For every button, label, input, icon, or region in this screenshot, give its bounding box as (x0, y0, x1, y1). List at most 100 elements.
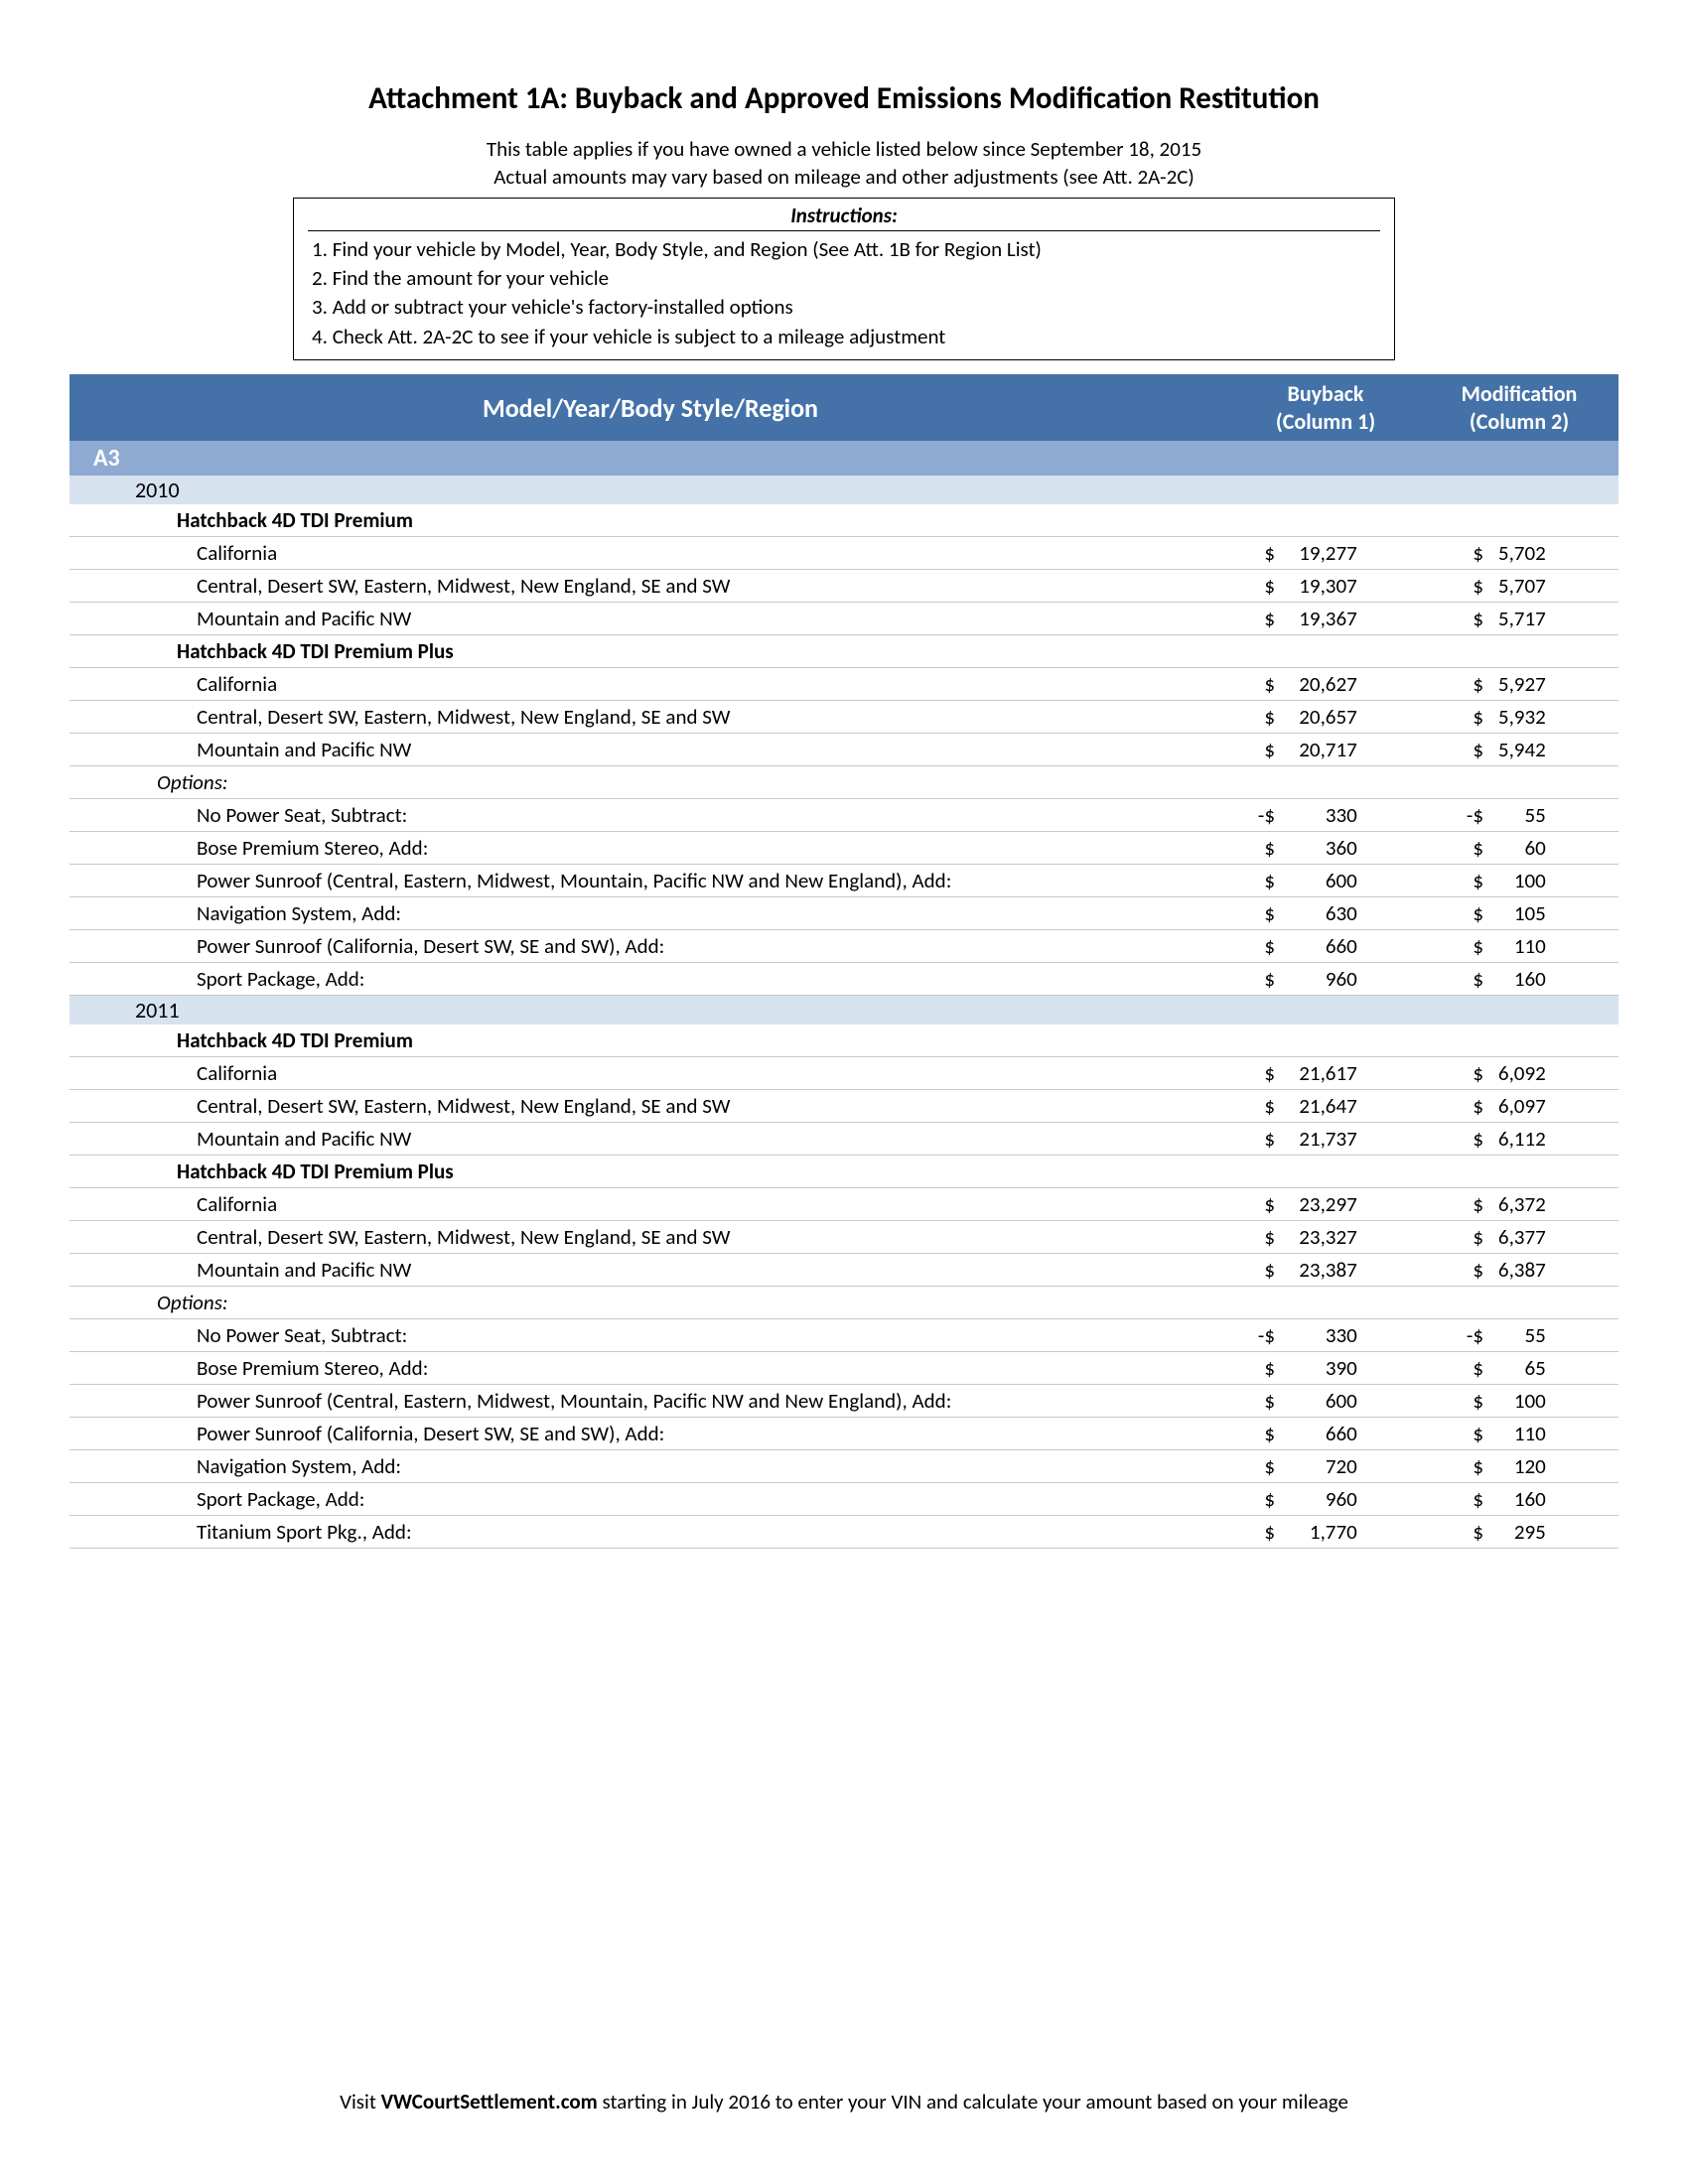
year-label: 2011 (70, 996, 1618, 1025)
region-row: California$ 21,617$ 6,092 (70, 1057, 1618, 1090)
instructions-title: Instructions: (308, 203, 1380, 231)
body-style-row: Hatchback 4D TDI Premium Plus (70, 1156, 1618, 1188)
region-label: California (70, 668, 1231, 701)
amount-modification: $ 6,097 (1420, 1090, 1618, 1123)
subtitle-block: This table applies if you have owned a v… (70, 135, 1618, 192)
body-style-label: Hatchback 4D TDI Premium Plus (70, 635, 1618, 668)
amount-buyback: $ 630 (1231, 897, 1420, 930)
option-label: Bose Premium Stereo, Add: (70, 832, 1231, 865)
header-mod-l1: Modification (1462, 380, 1578, 407)
amount-modification: $ 5,927 (1420, 668, 1618, 701)
amount-modification: $ 5,707 (1420, 570, 1618, 603)
amount-buyback: $ 660 (1231, 930, 1420, 963)
region-row: Mountain and Pacific NW$ 21,737$ 6,112 (70, 1123, 1618, 1156)
amount-buyback: $ 19,367 (1231, 603, 1420, 635)
amount-buyback: $ 19,277 (1231, 537, 1420, 570)
option-row: Titanium Sport Pkg., Add:$ 1,770$ 295 (70, 1516, 1618, 1549)
amount-buyback: $ 960 (1231, 1483, 1420, 1516)
header-mod-l2: (Column 2) (1470, 408, 1569, 435)
region-label: Central, Desert SW, Eastern, Midwest, Ne… (70, 570, 1231, 603)
amount-buyback: $ 20,627 (1231, 668, 1420, 701)
amount-modification: $ 295 (1420, 1516, 1618, 1549)
model-row: A3 (70, 441, 1618, 476)
amount-buyback: $ 21,617 (1231, 1057, 1420, 1090)
table-header-row: Model/Year/Body Style/Region Buyback (Co… (70, 374, 1618, 441)
region-label: Mountain and Pacific NW (70, 1123, 1231, 1156)
region-label: Central, Desert SW, Eastern, Midwest, Ne… (70, 701, 1231, 734)
region-label: Mountain and Pacific NW (70, 734, 1231, 766)
region-row: Central, Desert SW, Eastern, Midwest, Ne… (70, 1221, 1618, 1254)
page-title: Attachment 1A: Buyback and Approved Emis… (70, 79, 1618, 117)
body-style-row: Hatchback 4D TDI Premium (70, 504, 1618, 537)
option-label: No Power Seat, Subtract: (70, 1319, 1231, 1352)
region-row: Central, Desert SW, Eastern, Midwest, Ne… (70, 570, 1618, 603)
options-label: Options: (70, 1287, 1618, 1319)
subtitle-line-2: Actual amounts may vary based on mileage… (70, 163, 1618, 191)
amount-buyback: $ 19,307 (1231, 570, 1420, 603)
footer-site: VWCourtSettlement.com (381, 2089, 598, 2115)
amount-buyback: $ 20,657 (1231, 701, 1420, 734)
option-row: Power Sunroof (Central, Eastern, Midwest… (70, 865, 1618, 897)
amount-buyback: $ 360 (1231, 832, 1420, 865)
region-row: Mountain and Pacific NW$ 23,387$ 6,387 (70, 1254, 1618, 1287)
region-label: Mountain and Pacific NW (70, 1254, 1231, 1287)
model-label: A3 (70, 441, 1618, 476)
amount-modification: $ 160 (1420, 963, 1618, 996)
header-modification: Modification (Column 2) (1420, 374, 1618, 441)
option-label: Navigation System, Add: (70, 1450, 1231, 1483)
option-row: Navigation System, Add:$ 630$ 105 (70, 897, 1618, 930)
amount-buyback: $ 600 (1231, 865, 1420, 897)
amount-modification: $ 105 (1420, 897, 1618, 930)
amount-buyback: $ 21,737 (1231, 1123, 1420, 1156)
amount-modification: $ 5,942 (1420, 734, 1618, 766)
amount-modification: $ 65 (1420, 1352, 1618, 1385)
year-row: 2010 (70, 476, 1618, 504)
region-row: California$ 23,297$ 6,372 (70, 1188, 1618, 1221)
option-label: Power Sunroof (California, Desert SW, SE… (70, 930, 1231, 963)
header-buyback-l1: Buyback (1288, 380, 1364, 407)
body-style-row: Hatchback 4D TDI Premium (70, 1024, 1618, 1057)
table-body: A32010Hatchback 4D TDI PremiumCalifornia… (70, 441, 1618, 1549)
instruction-item: 1. Find your vehicle by Model, Year, Bod… (312, 235, 1380, 264)
amount-modification: $ 6,387 (1420, 1254, 1618, 1287)
region-row: Mountain and Pacific NW$ 20,717$ 5,942 (70, 734, 1618, 766)
amount-modification: $ 100 (1420, 865, 1618, 897)
region-row: Central, Desert SW, Eastern, Midwest, Ne… (70, 1090, 1618, 1123)
amount-buyback: $ 600 (1231, 1385, 1420, 1418)
amount-modification: -$ 55 (1420, 1319, 1618, 1352)
instructions-list: 1. Find your vehicle by Model, Year, Bod… (308, 235, 1380, 352)
region-row: Central, Desert SW, Eastern, Midwest, Ne… (70, 701, 1618, 734)
amount-modification: $ 5,717 (1420, 603, 1618, 635)
header-buyback-l2: (Column 1) (1276, 408, 1375, 435)
option-label: Power Sunroof (Central, Eastern, Midwest… (70, 1385, 1231, 1418)
instruction-item: 3. Add or subtract your vehicle's factor… (312, 293, 1380, 322)
amount-modification: $ 5,932 (1420, 701, 1618, 734)
amount-buyback: -$ 330 (1231, 799, 1420, 832)
option-row: Bose Premium Stereo, Add:$ 390$ 65 (70, 1352, 1618, 1385)
option-row: Power Sunroof (Central, Eastern, Midwest… (70, 1385, 1618, 1418)
amount-modification: $ 6,372 (1420, 1188, 1618, 1221)
footer-post: starting in July 2016 to enter your VIN … (598, 2089, 1348, 2115)
option-label: No Power Seat, Subtract: (70, 799, 1231, 832)
body-style-label: Hatchback 4D TDI Premium (70, 504, 1618, 537)
region-row: Mountain and Pacific NW$ 19,367$ 5,717 (70, 603, 1618, 635)
option-row: Power Sunroof (California, Desert SW, SE… (70, 930, 1618, 963)
amount-modification: -$ 55 (1420, 799, 1618, 832)
body-style-label: Hatchback 4D TDI Premium (70, 1024, 1618, 1057)
option-row: Sport Package, Add:$ 960$ 160 (70, 963, 1618, 996)
options-header-row: Options: (70, 766, 1618, 799)
option-label: Power Sunroof (California, Desert SW, SE… (70, 1418, 1231, 1450)
option-row: No Power Seat, Subtract:-$ 330-$ 55 (70, 799, 1618, 832)
amount-buyback: $ 720 (1231, 1450, 1420, 1483)
header-buyback: Buyback (Column 1) (1231, 374, 1420, 441)
option-label: Navigation System, Add: (70, 897, 1231, 930)
instruction-item: 2. Find the amount for your vehicle (312, 264, 1380, 293)
option-row: Bose Premium Stereo, Add:$ 360$ 60 (70, 832, 1618, 865)
amount-modification: $ 100 (1420, 1385, 1618, 1418)
instruction-item: 4. Check Att. 2A-2C to see if your vehic… (312, 323, 1380, 351)
year-row: 2011 (70, 996, 1618, 1025)
amount-buyback: -$ 330 (1231, 1319, 1420, 1352)
option-label: Sport Package, Add: (70, 1483, 1231, 1516)
amount-buyback: $ 390 (1231, 1352, 1420, 1385)
amount-buyback: $ 660 (1231, 1418, 1420, 1450)
